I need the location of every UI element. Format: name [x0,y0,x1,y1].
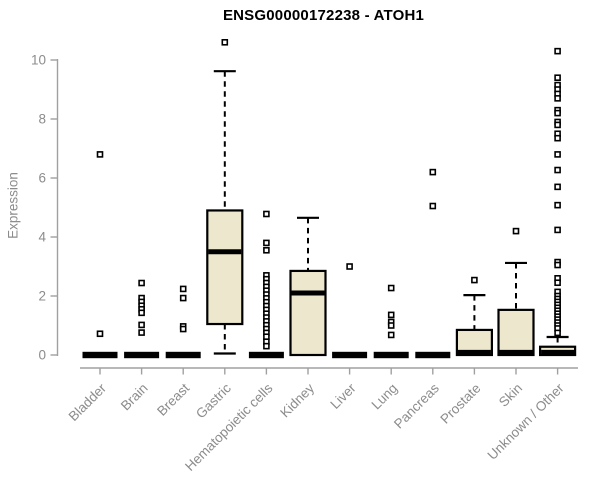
outlier-prostate [471,276,478,284]
outlier-unknown-other [554,183,561,191]
outlier-gastric [221,38,229,46]
x-tick-label-brain: Brain [118,381,151,414]
outlier-breast [179,285,187,293]
outlier-lung [387,311,395,319]
outlier-bladder [96,151,104,158]
x-tick-label-lung: Lung [368,381,400,413]
chart-title: ENSG00000172238 - ATOH1 [222,7,425,24]
outlier-lung [387,284,395,292]
x-tick-label-gastric: Gastric [193,380,234,421]
outlier-unknown-other [554,74,561,81]
outlier-hematopoietic-cells [263,342,270,350]
outlier-brain [138,309,145,317]
outlier-brain [138,321,145,329]
outlier-unknown-other [554,201,561,209]
outlier-brain [138,279,145,287]
y-tick-label: 2 [38,289,46,304]
y-tick-label: 4 [38,230,46,245]
flat-box-bladder [82,351,118,359]
outlier-breast [179,325,187,333]
y-tick-label: 6 [38,171,46,186]
flat-box-hematopoietic-cells [248,351,284,359]
y-tick-label: 8 [38,112,46,127]
outlier-unknown-other [554,261,561,269]
outlier-brain [138,329,145,336]
x-tick-label-kidney: Kidney [277,380,317,420]
outlier-pancreas [429,168,437,176]
flat-box-brain [124,351,160,359]
outlier-pancreas [429,202,437,210]
outlier-unknown-other [554,279,561,287]
outlier-hematopoietic-cells [263,210,270,218]
flat-box-pancreas [415,351,451,359]
outlier-skin [512,227,520,235]
y-tick-label: 10 [31,53,46,68]
box-skin [497,308,535,357]
outlier-unknown-other [554,109,561,117]
outlier-lung [387,331,395,339]
outlier-unknown-other [554,166,561,174]
flat-box-liver [332,351,368,359]
x-tick-label-bladder: Bladder [66,380,110,424]
outlier-unknown-other [554,47,561,55]
outlier-lung [387,322,395,329]
x-tick-label-breast: Breast [154,380,192,418]
x-tick-label-skin: Skin [496,381,525,410]
x-tick-label-pancreas: Pancreas [391,380,442,431]
outlier-liver [346,263,353,270]
outlier-hematopoietic-cells [263,239,270,247]
x-tick-label-liver: Liver [327,380,359,412]
box-kidney [289,269,327,357]
x-tick-label-unknown-other: Unknown / Other [484,380,567,463]
outlier-unknown-other [554,134,561,142]
outlier-bladder [96,330,104,338]
flat-box-breast [165,351,201,359]
box-gastric [206,209,244,326]
outlier-hematopoietic-cells [263,246,270,254]
outlier-unknown-other [554,151,561,158]
outlier-unknown-other [554,226,561,234]
outlier-unknown-other [554,329,561,337]
outlier-unknown-other [554,95,561,102]
flat-box-lung [373,351,409,359]
outlier-unknown-other [554,121,561,129]
outlier-breast [179,294,187,302]
y-tick-label: 0 [38,348,46,363]
x-tick-label-prostate: Prostate [437,381,483,427]
